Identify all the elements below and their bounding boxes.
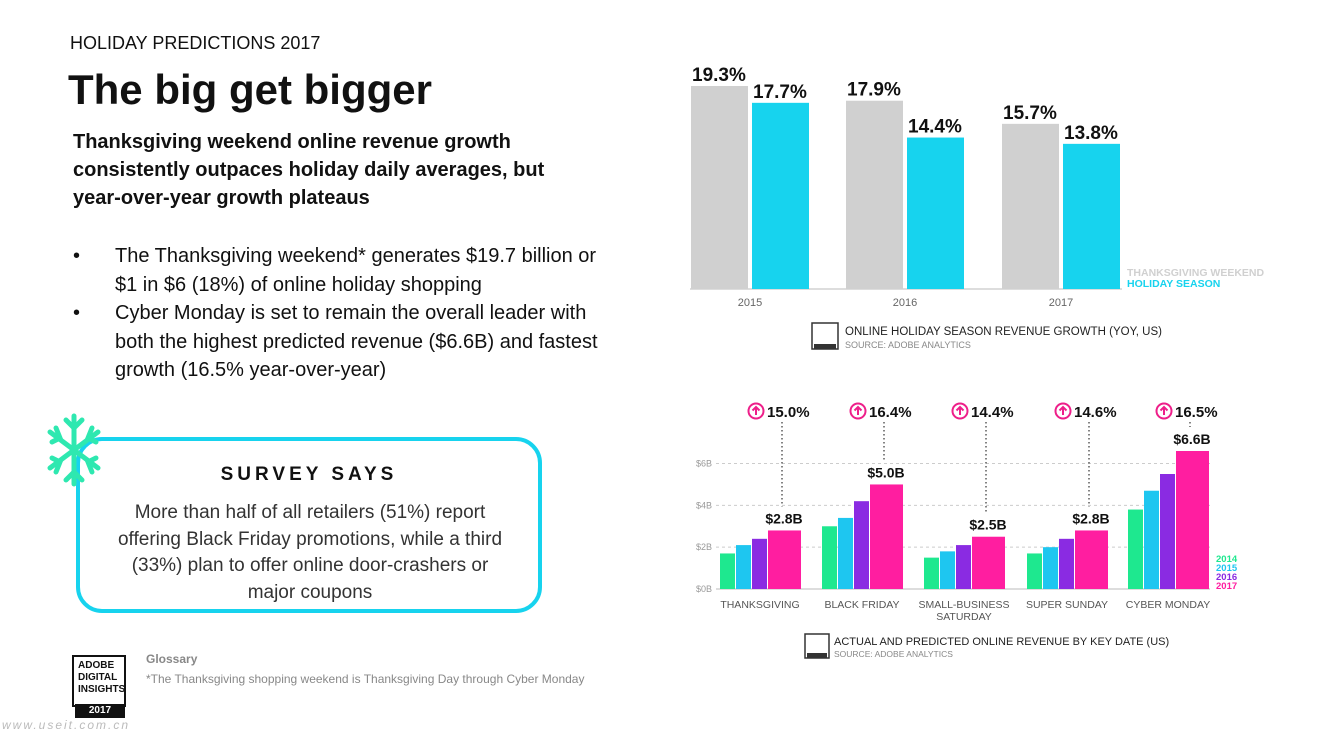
chart1-source-logo-bar — [814, 344, 836, 349]
bullet-item: • Cyber Monday is set to remain the overa… — [70, 299, 610, 385]
chart2-growth-label: 16.4% — [869, 404, 912, 421]
chart1-tick-label: 2017 — [1049, 297, 1073, 309]
chart1-value-label: 17.9% — [847, 80, 901, 101]
chart1-legend-label: HOLIDAY SEASON — [1127, 278, 1220, 290]
chart2-bar — [1176, 451, 1209, 589]
chart2-bar — [1027, 553, 1042, 589]
chart2-bar — [1059, 538, 1074, 589]
chart1-value-label: 13.8% — [1064, 123, 1118, 144]
chart2-growth-label: 16.5% — [1175, 404, 1218, 421]
chart1-value-label: 17.7% — [753, 82, 807, 103]
chart2-bar — [956, 545, 971, 589]
chart1-title: ONLINE HOLIDAY SEASON REVENUE GROWTH (YO… — [845, 326, 1162, 338]
chart1-tick-label: 2015 — [738, 297, 762, 309]
chart2-x-tick: THANKSGIVING — [720, 599, 799, 611]
page-subtitle: Thanksgiving weekend online revenue grow… — [73, 131, 545, 209]
arrow-up-icon-glyph — [853, 405, 863, 415]
chart1-bar — [846, 100, 903, 289]
bullet-dot: • — [73, 302, 81, 324]
glossary-heading: Glossary — [146, 652, 198, 666]
bullet-dot: • — [73, 245, 81, 267]
chart2-legend-label: 2017 — [1216, 581, 1237, 592]
chart1-value-label: 19.3% — [692, 65, 746, 86]
chart2-bar — [1160, 474, 1175, 589]
chart2-growth-label: 14.4% — [971, 404, 1014, 421]
chart2-bar — [752, 538, 767, 589]
chart2-bar — [972, 536, 1005, 589]
chart2-bar — [870, 484, 903, 589]
arrow-up-icon-glyph — [955, 405, 965, 415]
logo-year: 2017 — [75, 704, 125, 718]
chart2-legend-label: 2015 — [1216, 563, 1238, 574]
survey-text: More than half of all retailers (51%) re… — [117, 502, 503, 603]
chart2-value-label: $5.0B — [867, 464, 904, 480]
chart2-x-tick: SUPER SUNDAY — [1026, 599, 1108, 611]
chart2-bar — [1128, 509, 1143, 589]
logo-line: ADOBE — [78, 660, 115, 671]
chart2-bar — [924, 557, 939, 589]
chart2-bar — [822, 526, 837, 589]
chart2-bar — [854, 501, 869, 589]
chart1-bar — [691, 86, 748, 289]
chart2-bar — [838, 517, 853, 589]
watermark: www.useit.com.cn — [2, 718, 131, 732]
chart2-legend-label: 2016 — [1216, 572, 1237, 583]
bullet-text: The Thanksgiving weekend* generates $19.… — [115, 245, 597, 296]
chart2-legend-label: 2014 — [1216, 554, 1238, 565]
chart2-bar — [940, 551, 955, 589]
arrow-up-icon-glyph — [1058, 405, 1068, 415]
snowflake-icon — [47, 413, 101, 487]
chart2-title: ACTUAL AND PREDICTED ONLINE REVENUE BY K… — [834, 636, 1169, 648]
chart2-y-tick: $0B — [696, 584, 712, 594]
chart1-bar — [1063, 143, 1120, 289]
chart2-source-logo-bar — [807, 653, 827, 658]
chart2-bar — [768, 530, 801, 589]
arrow-up-icon-glyph — [1159, 405, 1169, 415]
chart2-value-label: $6.6B — [1173, 431, 1210, 447]
logo-line: DIGITAL — [78, 672, 118, 683]
chart2-x-tick: SMALL-BUSINESS — [918, 599, 1009, 611]
chart1-bar — [752, 102, 809, 290]
chart1-value-label: 15.7% — [1003, 103, 1057, 124]
chart2-bar — [720, 553, 735, 589]
bullet-list: • The Thanksgiving weekend* generates $19… — [70, 242, 610, 385]
chart2-growth-label: 15.0% — [767, 404, 810, 421]
survey-box — [76, 437, 542, 613]
chart2-bar — [1043, 547, 1058, 589]
bullet-text: Cyber Monday is set to remain the overal… — [115, 302, 598, 381]
eyebrow-label: HOLIDAY PREDICTIONS 2017 — [70, 33, 321, 53]
chart2-growth-label: 14.6% — [1074, 404, 1117, 421]
chart2-x-tick: SATURDAY — [936, 611, 992, 623]
glossary-text: *The Thanksgiving shopping weekend is Th… — [146, 672, 585, 686]
chart2-y-tick: $2B — [696, 542, 712, 552]
chart1-value-label: 14.4% — [908, 117, 962, 138]
chart1-bar — [1002, 123, 1059, 289]
chart2-bar — [736, 545, 751, 589]
chart2-y-tick: $4B — [696, 500, 712, 510]
chart2-bar — [1144, 490, 1159, 589]
chart2-bar — [1075, 530, 1108, 589]
chart2-y-tick: $6B — [696, 459, 712, 469]
adobe-digital-insights-logo — [72, 655, 126, 707]
logo-line: INSIGHTS — [78, 684, 126, 695]
arrow-up-icon-glyph — [751, 405, 761, 415]
chart1-source: SOURCE: ADOBE ANALYTICS — [845, 340, 971, 350]
chart1-legend-label: THANKSGIVING WEEKEND — [1127, 267, 1265, 279]
chart2-x-tick: BLACK FRIDAY — [824, 599, 899, 611]
bullet-item: • The Thanksgiving weekend* generates $19… — [70, 242, 610, 299]
chart2-value-label: $2.8B — [765, 510, 802, 526]
chart2-x-tick: CYBER MONDAY — [1126, 599, 1210, 611]
chart2-value-label: $2.8B — [1072, 510, 1109, 526]
page-title: The big get bigger — [68, 66, 432, 113]
survey-title: SURVEY SAYS — [220, 464, 398, 485]
chart2-source: SOURCE: ADOBE ANALYTICS — [834, 649, 953, 659]
chart1-tick-label: 2016 — [893, 297, 917, 309]
chart1-bar — [907, 137, 964, 289]
chart2-value-label: $2.5B — [969, 517, 1006, 533]
